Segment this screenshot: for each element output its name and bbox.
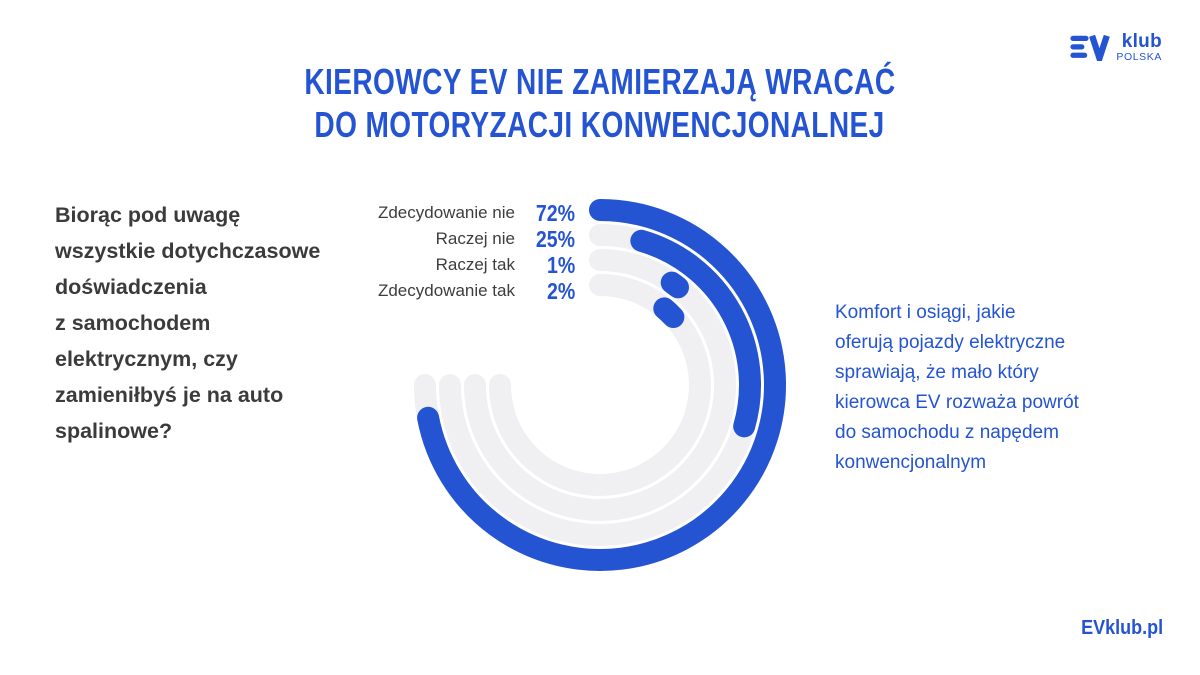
- chart-track: [464, 249, 736, 521]
- legend-value: 72%: [535, 200, 575, 226]
- ev-logo-icon: [1069, 33, 1111, 61]
- radial-bar-chart: [414, 199, 786, 571]
- chart-arc-3: [660, 271, 689, 299]
- logo-polska-label: POLSKA: [1116, 51, 1162, 63]
- legend-row: Raczej nie 25%: [315, 226, 575, 252]
- page-title: KIEROWCY EV NIE ZAMIERZAJĄ WRACAĆ DO MOT…: [0, 60, 1200, 146]
- legend-row: Zdecydowanie nie 72%: [315, 200, 575, 226]
- chart-arc-4: [653, 297, 685, 329]
- ev-klub-polska-logo: klub POLSKA: [1069, 31, 1162, 63]
- logo-text: klub POLSKA: [1116, 31, 1162, 63]
- legend-value: 25%: [535, 226, 575, 252]
- legend-row: Raczej tak 1%: [315, 252, 575, 278]
- legend-label: Zdecydowanie nie: [377, 203, 515, 222]
- page-title-line2: DO MOTORYZACJI KONWENCJONALNEJ: [314, 104, 886, 145]
- chart-arc-1: [417, 199, 786, 571]
- chart-legend: Zdecydowanie nie 72% Raczej nie 25% Racz…: [315, 200, 575, 304]
- legend-row: Zdecydowanie tak 2%: [315, 278, 575, 304]
- legend-label: Raczej nie: [435, 229, 515, 248]
- logo-klub-label: klub: [1121, 31, 1162, 52]
- legend-value: 1%: [546, 252, 575, 278]
- chart-arc-2: [630, 229, 761, 438]
- legend-label: Raczej tak: [435, 255, 515, 274]
- page-title-line1: KIEROWCY EV NIE ZAMIERZAJĄ WRACAĆ: [304, 61, 896, 102]
- commentary-text: Komfort i osiągi, jakie oferują pojazdy …: [835, 302, 1079, 473]
- legend-value: 2%: [546, 278, 575, 304]
- survey-question: Biorąc pod uwagę wszystkie dotychczasowe…: [55, 203, 321, 443]
- legend-label: Zdecydowanie tak: [377, 281, 515, 300]
- website-url: EVklub.pl: [1080, 617, 1163, 639]
